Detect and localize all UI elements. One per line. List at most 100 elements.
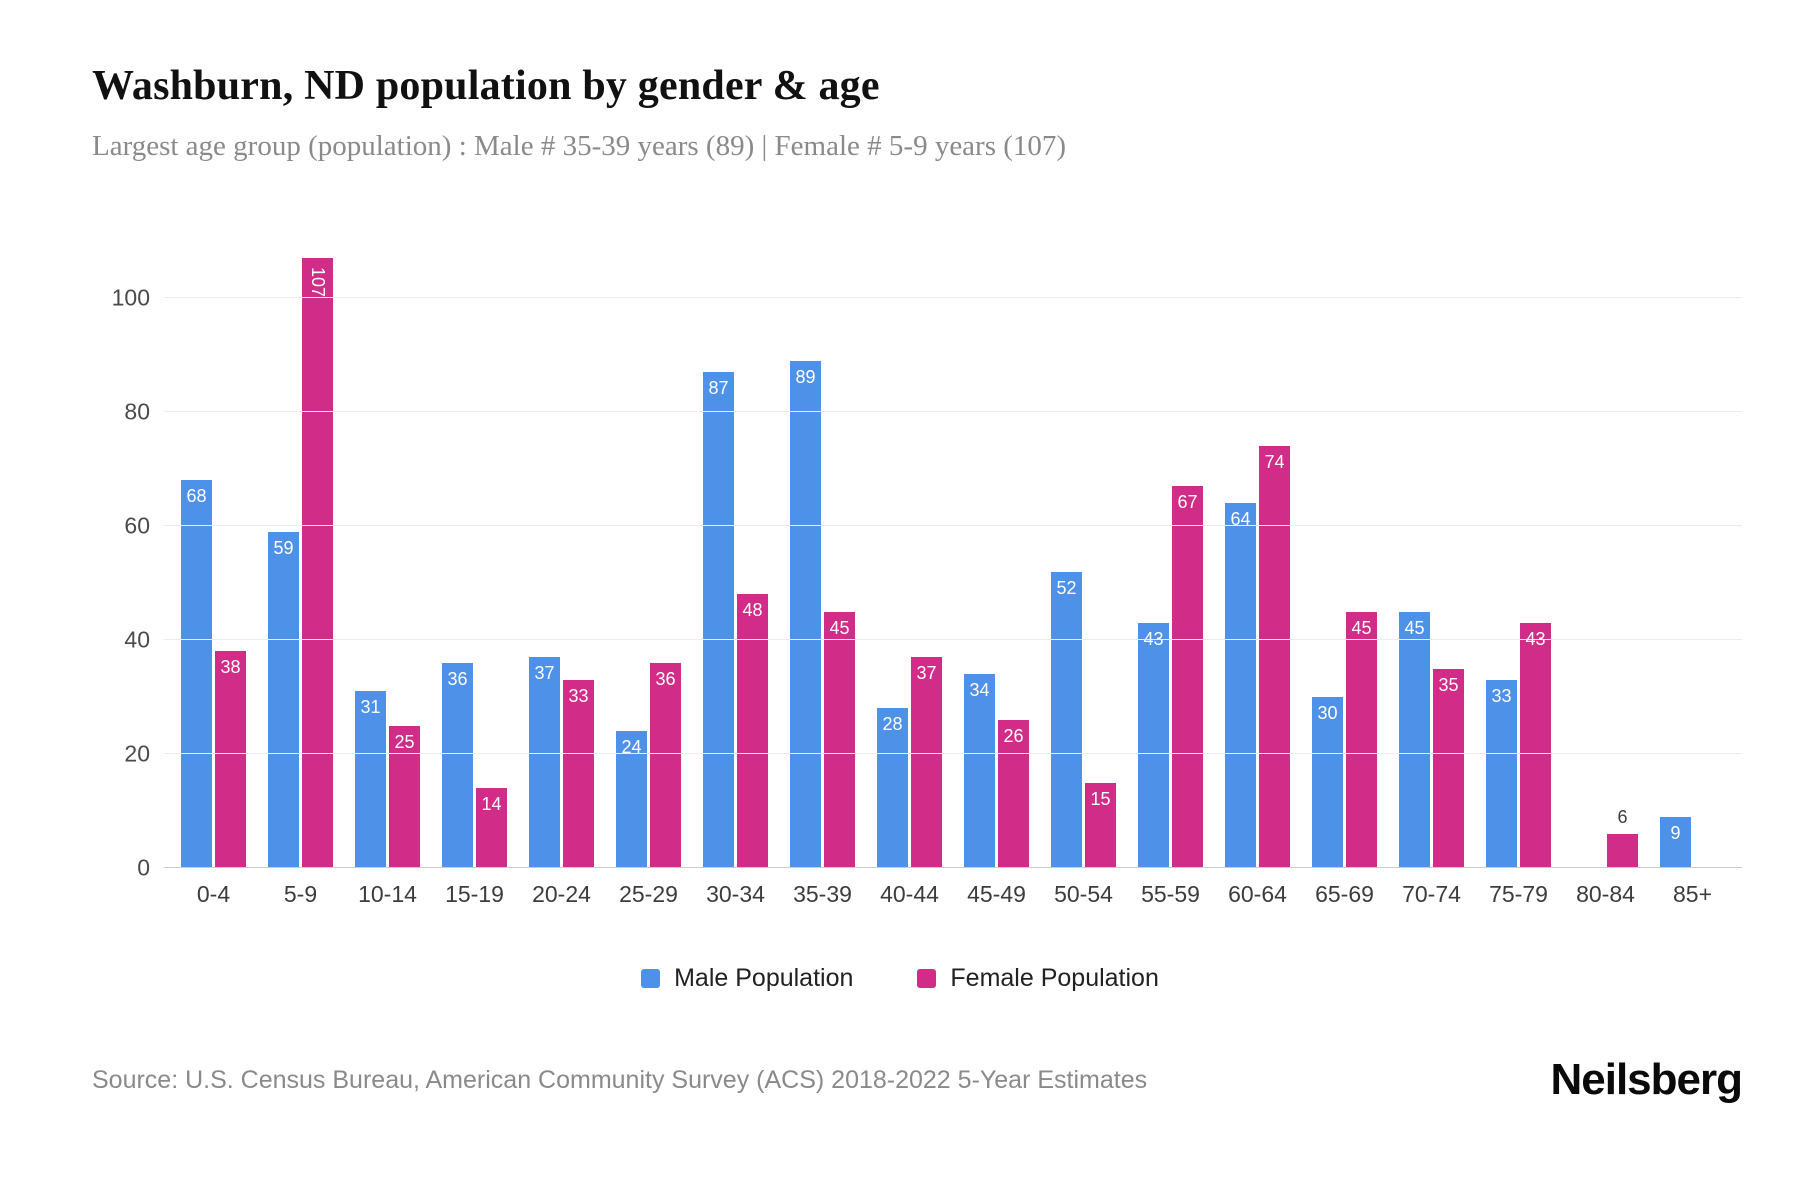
bar-value-label: 45 [1404,617,1425,638]
x-axis-label: 80-84 [1576,881,1635,907]
gridline [164,411,1742,412]
female-swatch-icon [917,969,937,988]
bar-value-label: 37 [534,663,555,684]
y-axis-tick-label: 40 [124,626,150,653]
male-bar[interactable]: 37 [529,657,560,868]
male-bar[interactable]: 33 [1486,679,1517,868]
x-axis-label: 15-19 [445,881,504,907]
plot-area: 68 38 0-4 59 107 5-9 31 25 10-14 36 14 15-19 37 33 20-… [164,241,1742,907]
male-bar[interactable]: 9 [1660,816,1691,868]
male-swatch-icon [641,969,661,988]
x-axis-label: 85+ [1672,881,1712,907]
female-bar[interactable]: 74 [1259,446,1290,868]
female-bar[interactable]: 36 [650,662,681,868]
female-bar[interactable]: 38 [215,651,246,868]
x-axis-label: 40-44 [880,881,939,907]
female-bar[interactable]: 25 [389,725,420,868]
x-axis-label: 25-29 [619,881,678,907]
male-bar[interactable]: 36 [442,662,473,868]
legend-item-female[interactable]: Female Population [917,964,1159,993]
y-axis-tick-label: 0 [137,854,150,881]
legend-item-male[interactable]: Male Population [641,964,853,993]
x-axis-label: 65-69 [1315,881,1374,907]
female-bar[interactable]: 15 [1085,782,1116,868]
male-bar[interactable]: 52 [1051,571,1082,868]
male-bar[interactable]: 24 [616,731,647,868]
bar-value-label: 15 [1090,788,1111,809]
male-bar[interactable]: 28 [877,708,908,868]
bar-group: 59 107 5-9 [257,241,344,907]
chart-footer: Source: U.S. Census Bureau, American Com… [92,1055,1743,1105]
x-axis-label: 55-59 [1141,881,1200,907]
gridline [164,867,1742,868]
bar-group: 36 14 15-19 [431,241,518,907]
male-bar[interactable]: 59 [268,531,299,868]
female-bar[interactable]: 14 [476,788,507,868]
legend-label-male: Male Population [674,964,854,992]
female-bar[interactable]: 43 [1520,622,1551,868]
male-bar[interactable]: 45 [1399,611,1430,868]
bar-value-label: 9 [1670,822,1681,843]
x-axis-label: 5-9 [283,881,318,907]
bar-value-label: 31 [360,697,381,718]
bar-value-label: 64 [1230,509,1251,530]
female-bar[interactable]: 45 [824,611,855,868]
male-bar[interactable]: 89 [790,360,821,868]
bar-value-label: 36 [447,668,468,689]
y-axis-tick-label: 20 [124,740,150,767]
female-bar[interactable]: 67 [1172,486,1203,868]
bar-value-label: 6 [1617,806,1628,827]
y-axis-tick-label: 60 [124,512,150,539]
bar-group: 24 36 25-29 [605,241,692,907]
bar-group: 31 25 10-14 [344,241,431,907]
legend-label-female: Female Population [950,964,1159,992]
bar-value-label: 36 [655,668,676,689]
male-bar[interactable]: 31 [355,691,386,868]
female-bar[interactable]: 26 [998,719,1029,868]
x-axis-label: 70-74 [1402,881,1461,907]
female-bar[interactable]: 37 [911,657,942,868]
male-bar[interactable]: 30 [1312,697,1343,868]
x-axis-label: 45-49 [967,881,1026,907]
x-axis-label: 0-4 [196,881,231,907]
gridline [164,297,1742,298]
male-bar[interactable]: 34 [964,674,995,868]
female-bar[interactable]: 35 [1433,668,1464,868]
bar-value-label: 33 [1491,685,1512,706]
male-bar[interactable]: 43 [1138,622,1169,868]
bar-value-label: 24 [621,737,642,758]
male-bar[interactable]: 87 [703,372,734,868]
bar-value-label: 52 [1056,577,1077,598]
female-bar[interactable]: 33 [563,679,594,868]
male-bar[interactable]: 68 [181,480,212,868]
bar-group: 64 74 60-64 [1214,241,1301,907]
male-bar[interactable]: 64 [1225,503,1256,868]
bar-value-label: 48 [742,600,763,621]
bar-groups: 68 38 0-4 59 107 5-9 31 25 10-14 36 14 15-19 37 33 20-… [164,241,1742,907]
chart-header: Washburn, ND population by gender & age … [0,0,1800,163]
gridline [164,639,1742,640]
bar-value-label: 43 [1525,628,1546,649]
bar-group: 43 67 55-59 [1127,241,1214,907]
bar-value-label: 43 [1143,628,1164,649]
bar-value-label: 34 [969,680,990,701]
x-axis-label: 10-14 [358,881,417,907]
gridline [164,525,1742,526]
female-bar[interactable]: 6 [1607,807,1638,868]
bar-value-label: 87 [708,378,729,399]
female-bar[interactable]: 48 [737,594,768,868]
bar-value-label: 35 [1438,674,1459,695]
bar-value-label: 59 [273,537,294,558]
bar-group: 52 15 50-54 [1040,241,1127,907]
x-axis-label: 35-39 [793,881,852,907]
bar-group: 28 37 40-44 [866,241,953,907]
bar-value-label: 30 [1317,703,1338,723]
bar-value-label: 89 [795,366,816,387]
female-bar[interactable]: 107 [302,258,333,868]
bar-value-label: 45 [1351,617,1372,638]
female-bar[interactable]: 45 [1346,611,1377,868]
bar-group: 68 38 0-4 [170,241,257,907]
bar-group: 34 26 45-49 [953,241,1040,907]
bar-value-label: 28 [882,714,903,735]
